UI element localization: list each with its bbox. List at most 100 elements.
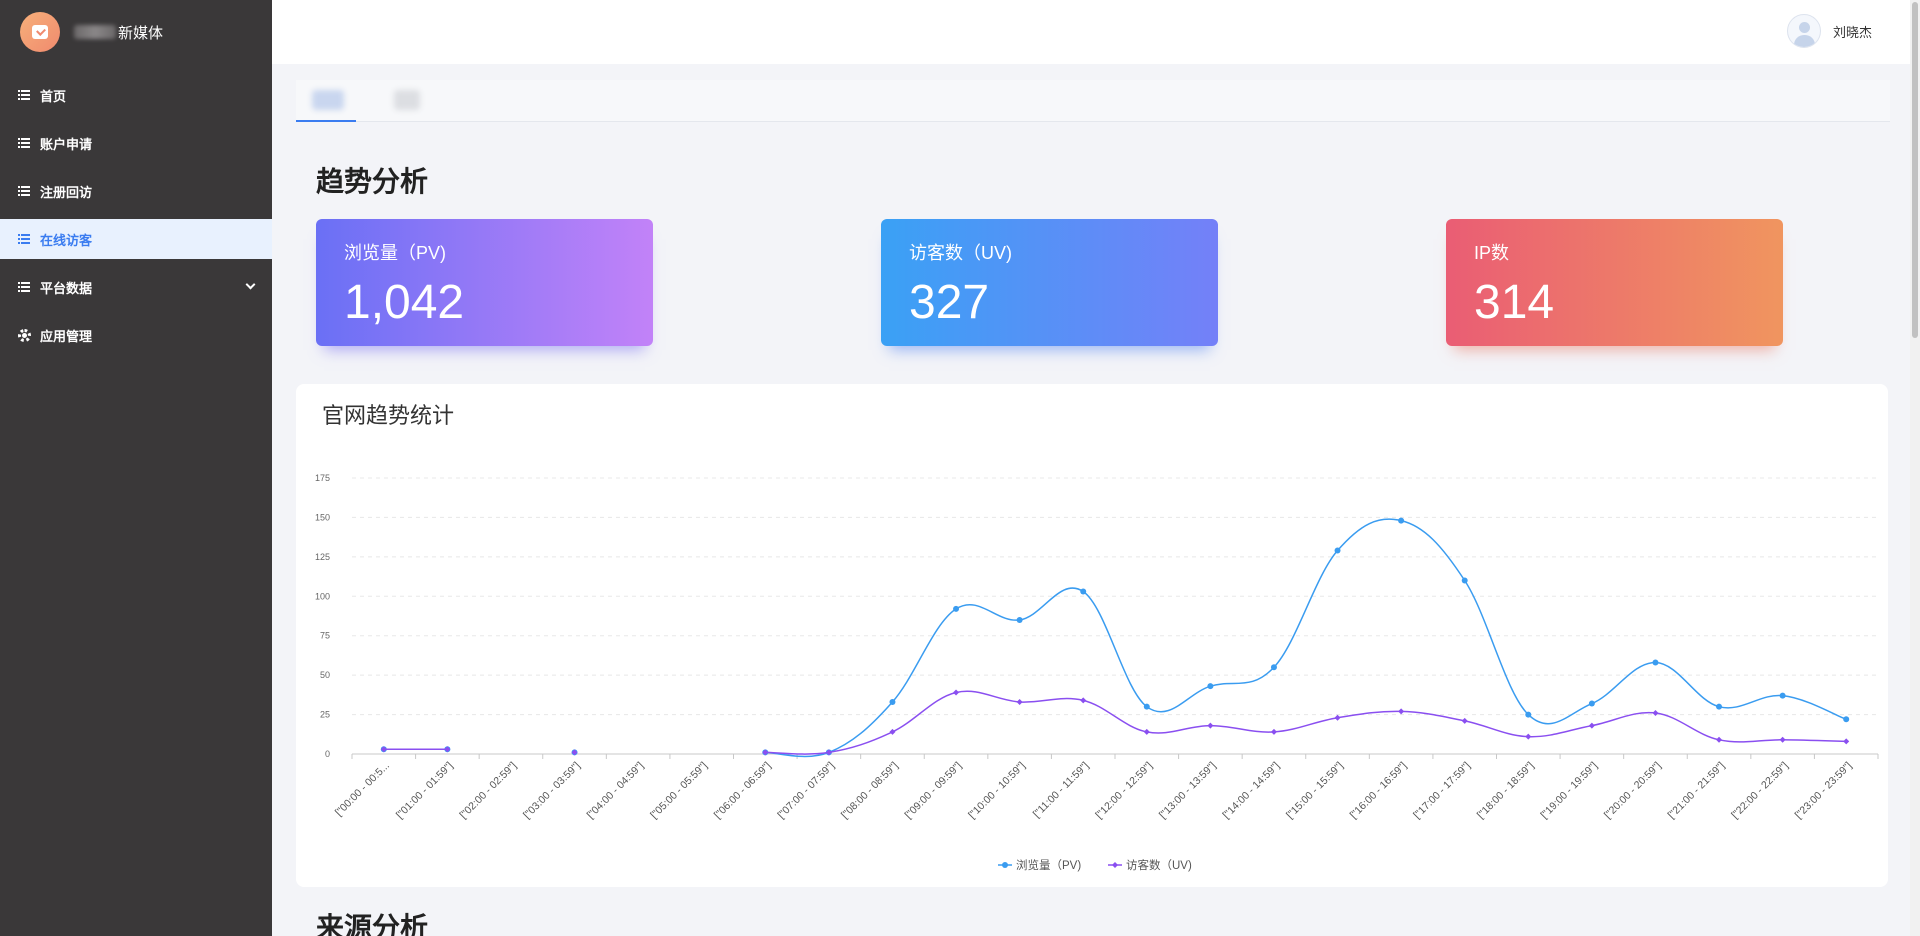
data-point	[1270, 728, 1277, 735]
x-tick-label: ["12:00 - 12:59"]	[1093, 760, 1155, 822]
data-point	[380, 746, 387, 753]
section-title-source: 来源分析	[316, 912, 429, 936]
sidebar-item-label: 注册回访	[40, 184, 93, 200]
data-point	[1779, 692, 1786, 699]
top-header: 刘晓杰	[272, 0, 1920, 64]
x-tick-label: ["06:00 - 06:59"]	[712, 760, 774, 822]
x-tick-label: ["05:00 - 05:59"]	[648, 760, 710, 822]
tab-bar	[296, 80, 1890, 122]
data-point	[953, 689, 960, 696]
sidebar-item-app-management[interactable]: 应用管理	[0, 315, 272, 355]
data-point	[762, 749, 769, 756]
x-tick-label: ["20:00 - 20:59"]	[1602, 760, 1664, 822]
x-tick-label: ["15:00 - 15:59"]	[1284, 760, 1346, 822]
x-tick-label: ["11:00 - 11:59"]	[1031, 760, 1092, 821]
x-tick-label: ["14:00 - 14:59"]	[1220, 760, 1282, 822]
data-point	[1207, 722, 1214, 729]
data-point	[1779, 736, 1786, 743]
data-point	[889, 728, 896, 735]
x-tick-label: ["18:00 - 18:59"]	[1475, 760, 1537, 822]
stat-value: 314	[1474, 276, 1555, 329]
x-tick-label: ["23:00 - 23:59"]	[1793, 760, 1855, 822]
data-point	[1080, 697, 1087, 704]
chevron-down-icon	[245, 279, 256, 290]
x-tick-label: ["00:00 - 00:5...	[333, 760, 392, 819]
data-point	[1843, 738, 1850, 745]
y-tick-label: 100	[315, 591, 330, 601]
x-tick-label: ["02:00 - 02:59"]	[457, 760, 519, 822]
sidebar-item-label: 首页	[40, 88, 67, 104]
brand-logo-icon	[20, 12, 60, 52]
tab-active[interactable]	[296, 80, 356, 122]
x-tick-label: ["09:00 - 09:59"]	[903, 760, 965, 822]
list-icon	[18, 186, 30, 196]
data-point	[1270, 664, 1277, 671]
line-chart: 0 25 50 75 100 125 150 175 ["00:00 - 00:5... ["01…	[315, 473, 1879, 872]
data-point	[1016, 616, 1023, 623]
chart-title: 官网趋势统计	[322, 403, 455, 428]
x-tick-label: ["07:00 - 07:59"]	[775, 760, 837, 822]
data-point	[1080, 588, 1087, 595]
stat-label: 浏览量（PV)	[344, 243, 447, 263]
x-tick-label: ["22:00 - 22:59"]	[1729, 760, 1791, 822]
page-scrollbar[interactable]	[1910, 0, 1920, 936]
data-point	[1716, 703, 1723, 710]
x-tick-label: ["08:00 - 08:59"]	[839, 760, 901, 822]
brand-name: 新媒体	[118, 24, 164, 42]
x-tick-label: ["21:00 - 21:59"]	[1666, 760, 1728, 822]
data-point	[1525, 733, 1532, 740]
sidebar-item-registration-followup[interactable]: 注册回访	[0, 171, 272, 211]
stat-label: IP数	[1474, 243, 1510, 263]
data-point	[1716, 736, 1723, 743]
data-point	[1588, 722, 1595, 729]
stat-card-uv: 访客数（UV) 327	[881, 219, 1218, 346]
y-tick-label: 175	[315, 473, 330, 483]
data-point	[1143, 728, 1150, 735]
legend-marker	[1002, 862, 1008, 868]
data-point	[953, 605, 960, 612]
legend-marker	[1112, 862, 1118, 868]
data-point	[1525, 711, 1532, 718]
data-point	[571, 749, 578, 756]
list-icon	[18, 282, 30, 292]
sidebar-item-account-application[interactable]: 账户申请	[0, 123, 272, 163]
y-tick-label: 25	[320, 710, 330, 720]
stat-label: 访客数（UV)	[909, 243, 1012, 263]
x-tick-label: ["16:00 - 16:59"]	[1348, 760, 1410, 822]
data-point	[1588, 700, 1595, 707]
data-point	[1398, 708, 1405, 715]
sidebar-item-home[interactable]: 首页	[0, 75, 272, 115]
x-tick-label: ["19:00 - 19:59"]	[1538, 760, 1600, 822]
scrollbar-thumb[interactable]	[1912, 2, 1918, 338]
section-title-trend: 趋势分析	[316, 166, 429, 197]
sidebar-item-label: 应用管理	[40, 328, 93, 344]
y-tick-label: 50	[320, 670, 330, 680]
series-line	[765, 518, 1847, 758]
data-point	[825, 749, 832, 756]
brand[interactable]: 新媒体	[0, 0, 272, 64]
data-point	[1461, 577, 1468, 584]
data-point	[1334, 714, 1341, 721]
stat-value: 1,042	[344, 276, 465, 329]
legend-label: 访客数（UV)	[1126, 858, 1192, 872]
data-point	[1143, 703, 1150, 710]
data-point	[1652, 709, 1659, 716]
x-tick-label: ["13:00 - 13:59"]	[1157, 760, 1219, 822]
y-tick-label: 75	[320, 631, 330, 641]
user-menu[interactable]: 刘晓杰	[1786, 14, 1872, 48]
data-point	[1843, 716, 1850, 723]
x-tick-label: ["04:00 - 04:59"]	[585, 760, 647, 822]
sidebar-item-platform-data[interactable]: 平台数据	[0, 267, 272, 307]
x-tick-label: ["03:00 - 03:59"]	[521, 760, 583, 822]
x-tick-label: ["01:00 - 01:59"]	[394, 760, 456, 822]
brand-blurred-text	[74, 25, 116, 39]
list-icon	[18, 138, 30, 148]
y-tick-label: 150	[315, 512, 330, 522]
data-point	[1461, 717, 1468, 724]
chart-card: 官网趋势统计 0 25 50 75 100 125 150 175 ["00:00 - 00:5…	[296, 384, 1888, 887]
sidebar-item-label: 在线访客	[40, 232, 93, 248]
gear-icon	[18, 328, 31, 342]
sidebar-item-online-visitors[interactable]: 在线访客	[0, 219, 272, 259]
y-tick-label: 125	[315, 552, 330, 562]
avatar[interactable]	[1786, 14, 1821, 48]
